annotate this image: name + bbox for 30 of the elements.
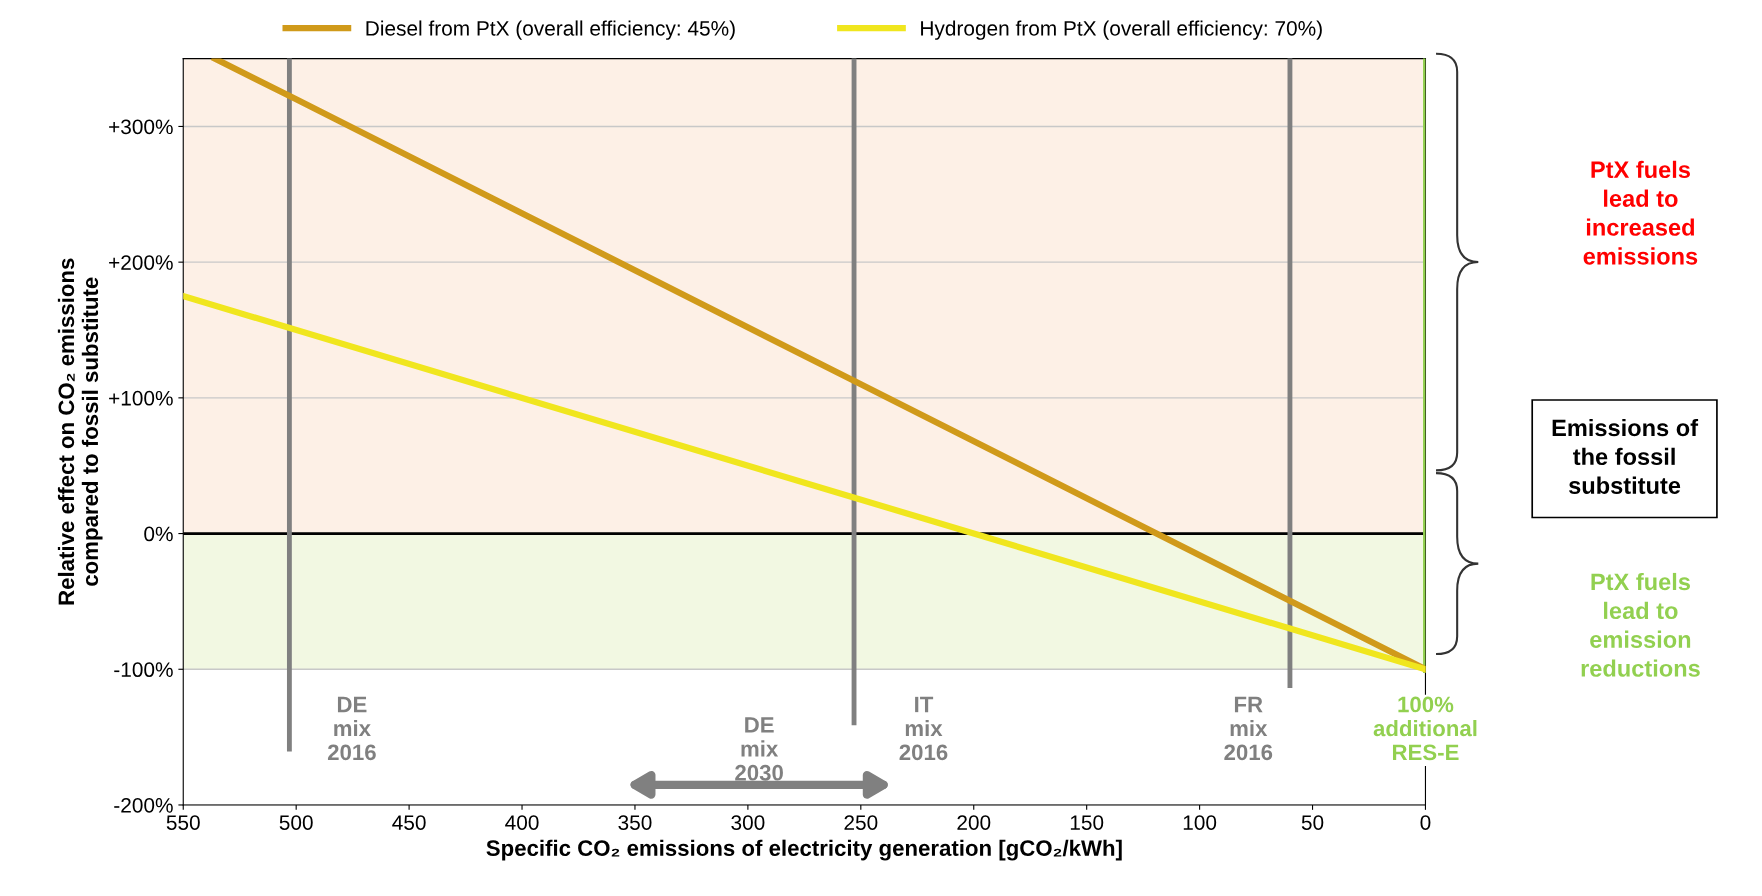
- ref-line-label: DE mix 2016: [327, 696, 376, 761]
- y-tick-label: +100%: [109, 390, 173, 406]
- text: PtX fuels lead to emission reductions: [1581, 572, 1700, 677]
- y-tick-label: -200%: [114, 797, 173, 813]
- ref-line-label: IT mix 2016: [899, 696, 948, 761]
- x-tick-label: 500: [279, 815, 313, 830]
- x-tick-label: 550: [166, 815, 200, 830]
- x-tick-label: 200: [957, 815, 991, 830]
- legend-label: Diesel from PtX (overall efficiency: 45%): [366, 20, 735, 40]
- y-tick-label: +200%: [109, 255, 173, 270]
- ref-line-label: 100% additional RES-E: [1373, 696, 1477, 761]
- x-tick-label: 100: [1183, 815, 1217, 830]
- y-tick-label: +300%: [109, 119, 173, 135]
- x-tick-label: 0: [1420, 815, 1431, 830]
- y-axis-title: Relative effect on CO₂ emissions compared to fossil substitute: [57, 258, 103, 605]
- ref-line-label: FR mix 2016: [1224, 696, 1273, 761]
- text: PtX fuels lead to increased emissions: [1583, 160, 1698, 265]
- annotation: DE mix 2030: [735, 717, 783, 781]
- legend-label: Hydrogen from PtX (overall efficiency: 70%): [921, 20, 1322, 40]
- x-tick-label: 450: [392, 815, 426, 830]
- y-tick-label: 0%: [144, 526, 173, 542]
- x-tick-label: 150: [1070, 815, 1104, 830]
- x-tick-label: 50: [1301, 815, 1324, 830]
- y-tick-label: -100%: [114, 662, 173, 678]
- x-tick-label: 400: [505, 815, 539, 830]
- x-tick-label: 300: [731, 815, 765, 830]
- text: Emissions of the fossil substitute: [1552, 418, 1699, 494]
- x-axis-title: Specific CO₂ emissions of electricity generation [gCO₂/kWh]: [486, 839, 1122, 861]
- x-tick-label: 250: [844, 815, 878, 830]
- x-tick-label: 350: [618, 815, 652, 830]
